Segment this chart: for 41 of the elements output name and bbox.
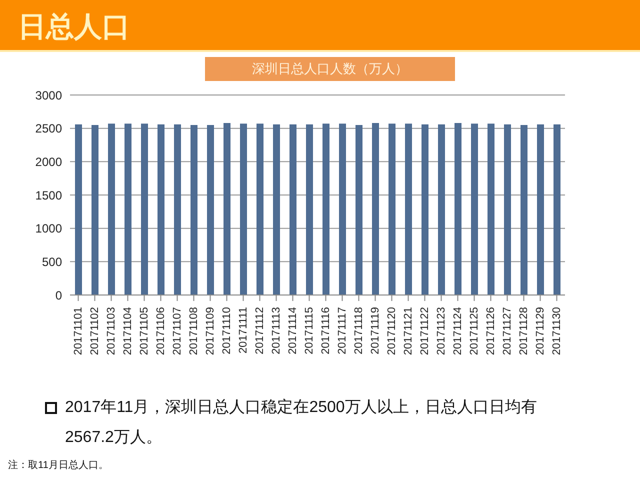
x-tick-label: 20171121 bbox=[402, 307, 414, 356]
x-tick-label: 20171106 bbox=[154, 307, 167, 356]
x-tick-label: 20171114 bbox=[286, 307, 299, 354]
x-tick-label: 20171102 bbox=[88, 307, 101, 356]
y-tick-label: 500 bbox=[42, 254, 62, 269]
text: 2017年11月，深圳日总人口稳定在2500万人以上，日总人口日均有2567.2万人。 bbox=[64, 398, 538, 448]
x-tick-label: 20171101 bbox=[72, 307, 84, 356]
x-tick-label: 20171111 bbox=[237, 307, 250, 354]
x-tick-label: 20171105 bbox=[138, 307, 150, 356]
x-tick-label: 20171115 bbox=[303, 307, 316, 354]
chart-title: 日总人口 bbox=[18, 10, 130, 44]
y-tick-label: 1000 bbox=[35, 222, 62, 236]
y-tick-label: 3000 bbox=[35, 88, 62, 102]
x-tick-label: 20171128 bbox=[518, 307, 530, 356]
x-tick-label: 20171123 bbox=[435, 307, 448, 356]
y-tick-label: 2500 bbox=[35, 122, 62, 136]
x-tick-label: 20171125 bbox=[468, 307, 480, 356]
x-tick-label: 20171124 bbox=[452, 307, 464, 356]
y-tick-label: 2000 bbox=[35, 154, 62, 169]
x-tick-label: 20171116 bbox=[320, 307, 332, 354]
x-tick-label: 20171118 bbox=[352, 307, 365, 354]
x-tick-label: 20171127 bbox=[501, 307, 514, 356]
text: 注：取11月日总人口。 bbox=[8, 458, 108, 472]
x-tick-label: 20171112 bbox=[254, 307, 266, 354]
x-tick-label: 20171113 bbox=[270, 307, 282, 354]
x-tick-label: 20171129 bbox=[534, 307, 546, 356]
x-tick-label: 20171109 bbox=[204, 307, 216, 356]
x-tick-label: 20171120 bbox=[386, 307, 398, 356]
x-tick-label: 20171108 bbox=[188, 307, 200, 356]
x-tick-label: 20171119 bbox=[369, 307, 382, 354]
x-tick-label: 20171117 bbox=[336, 307, 348, 354]
chart-subtitle: 深圳日总人口人数（万人） bbox=[205, 57, 455, 81]
x-tick-label: 20171104 bbox=[122, 307, 134, 356]
x-tick-label: 20171122 bbox=[418, 307, 431, 356]
y-tick-label: 1500 bbox=[35, 188, 62, 202]
y-tick-label: 0 bbox=[55, 288, 62, 302]
x-tick-label: 20171126 bbox=[484, 307, 497, 356]
x-tick-label: 20171107 bbox=[171, 307, 184, 356]
x-tick-label: 20171103 bbox=[105, 307, 118, 356]
x-tick-label: 20171130 bbox=[550, 307, 563, 356]
x-tick-label: 20171110 bbox=[220, 307, 233, 354]
